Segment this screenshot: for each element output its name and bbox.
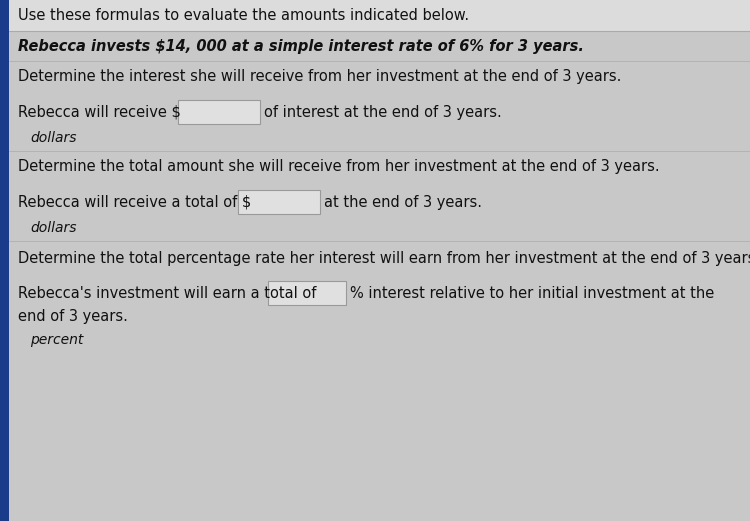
Text: Rebecca will receive $: Rebecca will receive $ (18, 105, 181, 119)
Text: Rebecca's investment will earn a total of: Rebecca's investment will earn a total o… (18, 286, 316, 301)
Text: Rebecca will receive a total of $: Rebecca will receive a total of $ (18, 194, 251, 209)
Text: of interest at the end of 3 years.: of interest at the end of 3 years. (264, 105, 502, 119)
Text: dollars: dollars (30, 221, 76, 235)
Text: % interest relative to her initial investment at the: % interest relative to her initial inves… (350, 286, 714, 301)
Text: Rebecca invests $14, 000 at a simple interest rate of 6% for 3 years.: Rebecca invests $14, 000 at a simple int… (18, 40, 584, 55)
FancyBboxPatch shape (9, 0, 750, 31)
Text: Determine the interest she will receive from her investment at the end of 3 year: Determine the interest she will receive … (18, 69, 621, 84)
Text: Use these formulas to evaluate the amounts indicated below.: Use these formulas to evaluate the amoun… (18, 8, 470, 23)
Text: percent: percent (30, 333, 83, 347)
Text: Determine the total amount she will receive from her investment at the end of 3 : Determine the total amount she will rece… (18, 159, 660, 175)
Text: end of 3 years.: end of 3 years. (18, 308, 128, 324)
Text: Determine the total percentage rate her interest will earn from her investment a: Determine the total percentage rate her … (18, 251, 750, 266)
Text: at the end of 3 years.: at the end of 3 years. (324, 194, 482, 209)
Text: dollars: dollars (30, 131, 76, 145)
FancyBboxPatch shape (0, 0, 9, 521)
FancyBboxPatch shape (178, 100, 260, 124)
FancyBboxPatch shape (238, 190, 320, 214)
FancyBboxPatch shape (268, 281, 346, 305)
